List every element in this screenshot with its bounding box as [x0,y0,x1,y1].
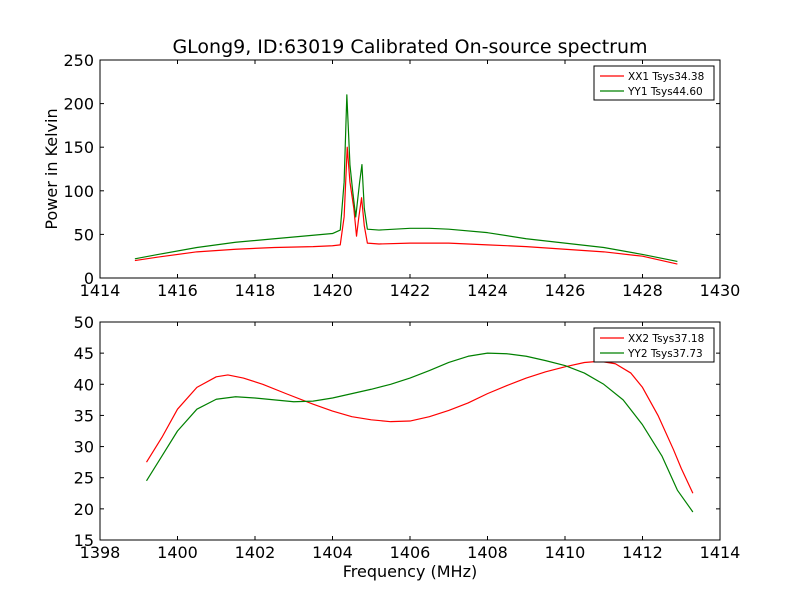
bottom-y-tick-label: 25 [74,469,94,488]
top-x-tick-label: 1422 [390,281,431,300]
top-y-tick-label: 150 [63,138,94,157]
top-series-line-2 [134,94,678,263]
bottom-y-tick-label: 45 [74,344,94,363]
top-x-tick-label: 1430 [700,281,741,300]
bottom-y-tick-label: 15 [74,531,94,550]
bottom-x-tick-label: 1404 [312,543,353,562]
top-legend-box [593,65,715,101]
top-legend-label: YY1 Tsys44.60 [627,86,703,98]
bottom-x-tick-label: 1402 [235,543,276,562]
bottom-y-tick-label: 20 [74,500,94,519]
top-x-tick-label: 1428 [622,281,663,300]
bottom-x-tick-label: 1400 [157,543,198,562]
bottom-x-tick-label: 1408 [467,543,508,562]
chart-title: GLong9, ID:63019 Calibrated On-source sp… [172,36,647,58]
top-y-tick-label: 0 [84,269,94,288]
top-x-tick-label: 1414 [80,281,121,300]
x-axis-label: Frequency (MHz) [343,562,477,581]
bottom-y-tick-label: 50 [74,313,94,332]
top-series-line-1 [134,146,678,265]
top-x-tick-label: 1426 [545,281,586,300]
bottom-y-tick-label: 30 [74,438,94,457]
top-x-tick-label: 1420 [312,281,353,300]
top-legend-label: XX1 Tsys34.38 [628,71,704,83]
bottom-y-tick-label: 40 [74,375,94,394]
top-legend: XX1 Tsys34.38 YY1 Tsys44.60 [593,65,715,101]
bottom-series-line-1 [145,360,694,494]
bottom-x-tick-label: 1414 [700,543,741,562]
top-panel: 1414 1416 1418 1420 1422 1424 1426 1428 1430 0 50 1… [63,51,740,300]
top-y-tick-label: 200 [63,95,94,114]
bottom-panel: 1398 1400 1402 1404 1406 1408 1410 1412 1414 15 20… [74,313,741,562]
bottom-legend-label: YY2 Tsys37.73 [627,348,703,360]
bottom-x-tick-label: 1406 [390,543,431,562]
top-y-axis-label: Power in Kelvin [42,108,61,229]
bottom-x-tick-label: 1398 [80,543,121,562]
top-y-tick-label: 50 [74,225,94,244]
bottom-x-tick-label: 1412 [622,543,663,562]
top-y-tick-label: 100 [63,182,94,201]
bottom-legend-box [593,327,715,363]
top-x-tick-label: 1424 [467,281,508,300]
bottom-x-tick-label: 1410 [545,543,586,562]
top-y-tick-label: 250 [63,51,94,70]
bottom-legend-label: XX2 Tsys37.18 [628,333,704,345]
bottom-legend: XX2 Tsys37.18 YY2 Tsys37.73 [593,327,715,363]
bottom-series-line-2 [145,352,694,513]
bottom-y-tick-label: 35 [74,406,94,425]
top-x-tick-label: 1416 [157,281,198,300]
top-x-tick-label: 1418 [235,281,276,300]
